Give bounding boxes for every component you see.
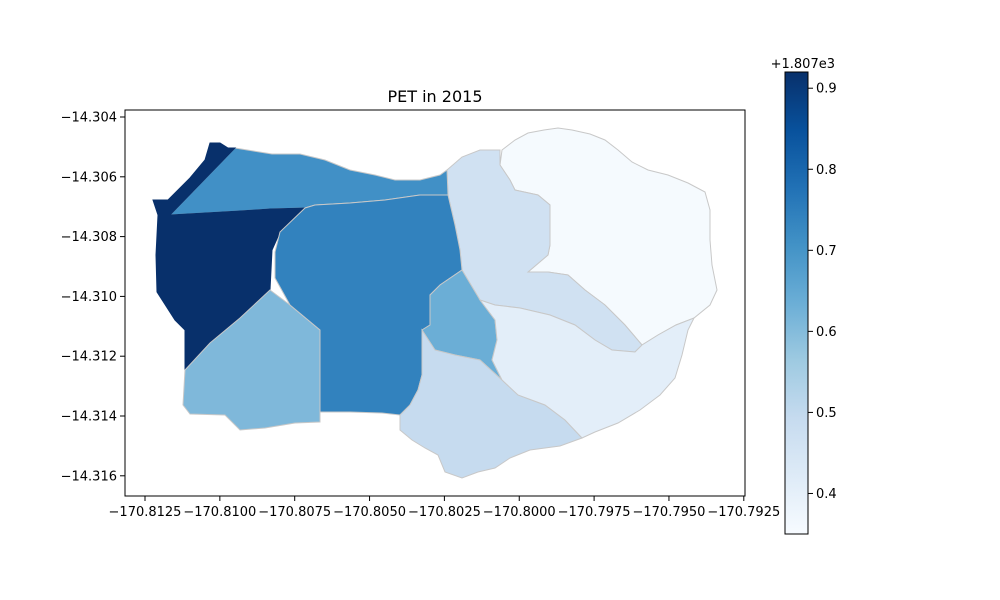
y-tick-label: −14.310 bbox=[61, 290, 117, 305]
colorbar-offset-label: +1.807e3 bbox=[771, 57, 835, 72]
x-tick-label: −170.8050 bbox=[333, 505, 406, 520]
y-tick-label: −14.314 bbox=[61, 410, 117, 425]
chart-title: PET in 2015 bbox=[387, 87, 482, 106]
colorbar-gradient bbox=[784, 71, 809, 535]
plot-frame bbox=[124, 109, 746, 497]
x-tick-label: −170.8075 bbox=[258, 505, 331, 520]
x-tick-label: −170.7975 bbox=[558, 505, 631, 520]
y-tick-label: −14.306 bbox=[61, 170, 117, 185]
colorbar-tick-label: 0.4 bbox=[816, 487, 837, 502]
colorbar: +1.807e3 0.9 0.8 0.7 0.6 0.5 0.4 bbox=[771, 57, 837, 535]
region-southeast bbox=[478, 299, 696, 439]
x-axis: −170.8125 −170.8100 −170.8075 −170.8050 −170… bbox=[109, 496, 780, 520]
x-tick-label: −170.8100 bbox=[183, 505, 256, 520]
colorbar-tick-label: 0.5 bbox=[816, 406, 837, 421]
region-southwest bbox=[182, 289, 321, 431]
x-tick-label: −170.7925 bbox=[707, 505, 780, 520]
x-tick-label: −170.8025 bbox=[408, 505, 481, 520]
map-regions bbox=[152, 127, 718, 479]
y-tick-label: −14.312 bbox=[61, 350, 117, 365]
colorbar-tick-label: 0.8 bbox=[816, 163, 837, 178]
colorbar-tick-label: 0.9 bbox=[816, 82, 837, 97]
x-tick-label: −170.8000 bbox=[483, 505, 556, 520]
colorbar-tick-label: 0.6 bbox=[816, 325, 837, 340]
y-tick-label: −14.304 bbox=[61, 111, 117, 126]
y-tick-label: −14.308 bbox=[61, 230, 117, 245]
y-tick-label: −14.316 bbox=[61, 469, 117, 484]
y-axis: −14.304 −14.306 −14.308 −14.310 −14.312 −14.3… bbox=[61, 111, 125, 484]
x-tick-label: −170.7950 bbox=[632, 505, 705, 520]
x-tick-label: −170.8125 bbox=[109, 505, 182, 520]
colorbar-ticks: 0.9 0.8 0.7 0.6 0.5 0.4 bbox=[808, 82, 837, 502]
colorbar-tick-label: 0.7 bbox=[816, 244, 837, 259]
